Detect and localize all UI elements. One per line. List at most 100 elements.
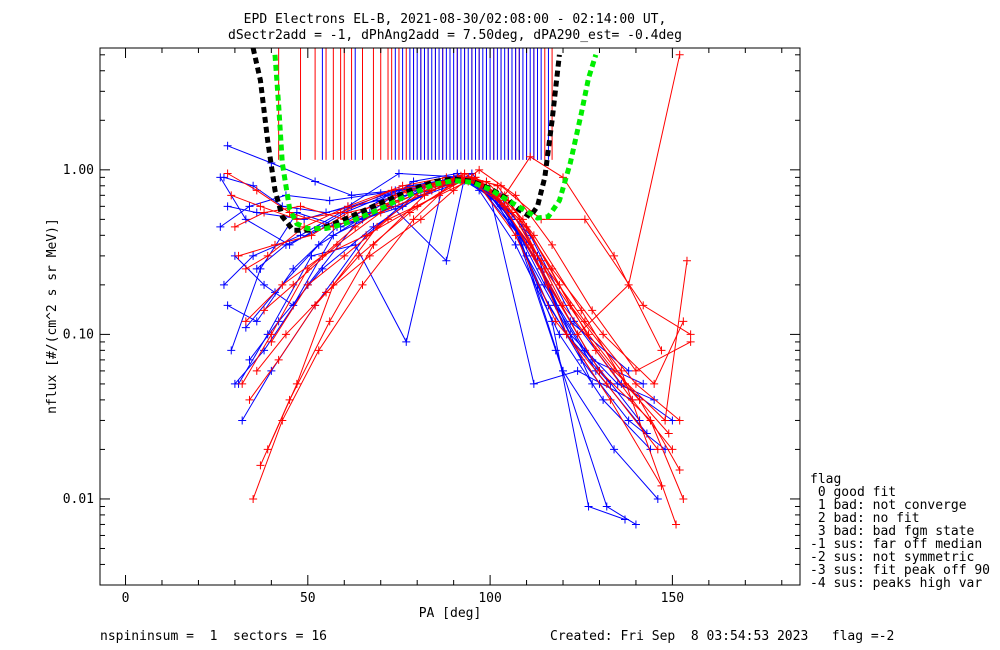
data-point-marker — [497, 181, 506, 190]
legend-entry: 1 bad: not converge — [810, 498, 967, 513]
data-point-marker — [267, 330, 276, 339]
y-tick-label: 0.10 — [63, 327, 94, 342]
data-point-marker — [365, 251, 374, 260]
data-point-marker — [682, 256, 691, 265]
legend-entry: 0 good fit — [810, 485, 896, 500]
data-point-marker — [537, 256, 546, 265]
data-point-marker — [223, 169, 232, 178]
legend-entry: -1 sus: far off median — [810, 537, 982, 552]
data-point-marker — [307, 231, 316, 240]
footer-right: Created: Fri Sep 8 03:54:53 2023 flag =-… — [550, 629, 894, 644]
x-tick-label: 50 — [300, 591, 316, 606]
data-point-marker — [252, 208, 261, 217]
data-point-marker — [252, 264, 261, 273]
legend: flag 0 good fit 1 bad: not converge 2 ba… — [810, 472, 990, 591]
data-point-marker — [529, 251, 538, 260]
data-point-marker — [529, 379, 538, 388]
series-line — [267, 176, 662, 487]
chart-title-line2: dSectr2add = -1, dPhAng2add = 7.50deg, d… — [228, 28, 682, 43]
data-point-marker — [631, 520, 640, 529]
data-point-marker — [263, 251, 272, 260]
data-point-marker — [245, 355, 254, 364]
data-point-marker — [311, 301, 320, 310]
data-point-marker — [555, 280, 564, 289]
series-red — [227, 173, 688, 388]
data-point-marker — [555, 330, 564, 339]
data-point-marker — [664, 429, 673, 438]
data-point-marker — [402, 337, 411, 346]
data-point-marker — [580, 215, 589, 224]
series-line — [249, 176, 681, 471]
data-point-marker — [271, 240, 279, 249]
data-point-marker — [602, 502, 611, 511]
data-point-marker — [657, 346, 666, 355]
data-point-marker — [548, 240, 557, 249]
data-point-marker — [420, 191, 429, 200]
data-point-marker — [588, 379, 597, 388]
data-point-marker — [518, 215, 527, 224]
data-point-marker — [526, 152, 535, 161]
data-point-marker — [252, 186, 261, 195]
data-point-marker — [260, 306, 269, 315]
series-line — [259, 172, 677, 525]
data-point-marker — [580, 317, 589, 326]
data-point-marker — [219, 173, 228, 182]
data-point-marker — [384, 215, 393, 224]
data-point-marker — [249, 494, 258, 503]
data-point-marker — [325, 317, 334, 326]
x-tick-label: 100 — [478, 591, 501, 606]
x-tick-label: 0 — [122, 591, 130, 606]
data-point-marker — [621, 515, 629, 524]
series-line — [245, 180, 673, 450]
data-point-marker — [292, 215, 301, 224]
legend-entry: 3 bad: bad fgm state — [810, 524, 975, 539]
data-point-marker — [639, 379, 648, 388]
data-point-marker — [358, 280, 367, 289]
data-point-marker — [511, 240, 520, 249]
data-point-marker — [329, 231, 338, 240]
data-point-marker — [584, 502, 593, 511]
data-point-marker — [260, 280, 269, 289]
data-point-marker — [314, 346, 323, 355]
x-axis-label: PA [deg] — [419, 606, 482, 621]
y-axis-label: nflux [#/(cm^2 s sr MeV)] — [45, 218, 60, 414]
data-point-marker — [529, 231, 538, 240]
data-point-marker — [650, 379, 659, 388]
data-point-marker — [347, 191, 356, 200]
data-point-marker — [650, 395, 659, 404]
data-series — [216, 50, 695, 529]
data-point-marker — [675, 465, 684, 474]
data-point-marker — [657, 481, 666, 490]
axes: 0 50 100 150 0.01 0.10 1.00 — [63, 48, 800, 606]
series-line — [227, 173, 691, 335]
data-point-marker — [230, 222, 239, 231]
data-point-marker — [223, 141, 232, 150]
legend-entry: -4 sus: peaks high var — [810, 576, 982, 591]
data-point-marker — [311, 177, 320, 186]
data-point-marker — [511, 231, 520, 240]
data-point-marker — [245, 395, 254, 404]
plot-frame — [99, 47, 801, 586]
data-point-marker — [322, 288, 331, 297]
data-point-marker — [252, 366, 261, 375]
data-point-marker — [577, 306, 586, 315]
data-point-marker — [227, 346, 236, 355]
legend-title: flag — [810, 472, 841, 487]
series-red — [267, 173, 684, 425]
data-point-marker — [686, 330, 695, 339]
data-point-marker — [562, 330, 571, 339]
data-point-marker — [332, 240, 341, 249]
series-red — [223, 169, 695, 339]
data-point-marker — [252, 317, 261, 326]
data-point-marker — [617, 366, 626, 375]
data-point-marker — [296, 202, 305, 211]
data-point-marker — [653, 494, 662, 503]
data-point-marker — [621, 379, 629, 388]
spike-lines — [278, 48, 553, 160]
data-point-marker — [267, 337, 276, 346]
data-point-marker — [668, 416, 677, 425]
data-point-marker — [241, 215, 250, 224]
data-point-marker — [249, 251, 258, 260]
data-point-marker — [460, 173, 469, 182]
